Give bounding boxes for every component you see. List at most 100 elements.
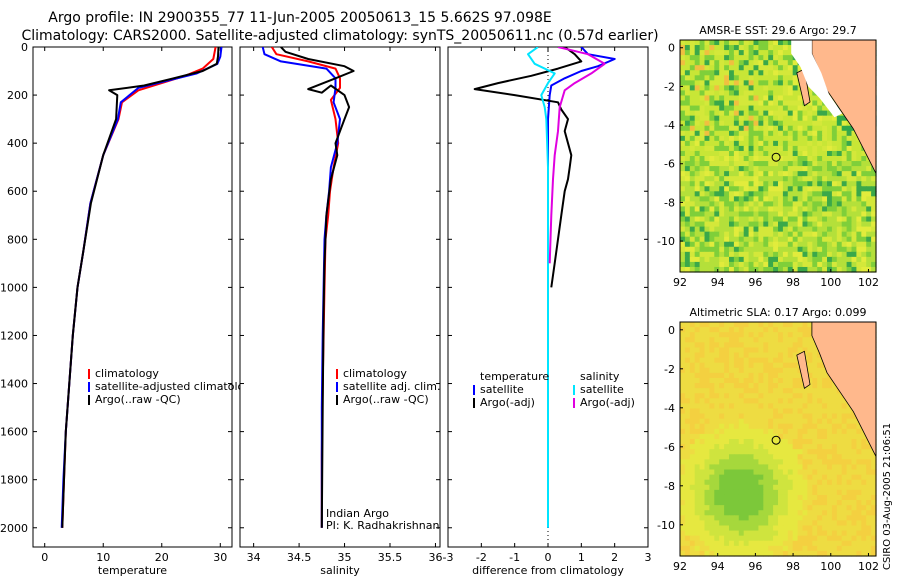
sst-pixel xyxy=(807,231,813,238)
sst-pixel xyxy=(748,261,755,268)
sla-pixel xyxy=(733,530,740,537)
sst-pixel xyxy=(787,150,794,157)
sst-pixel xyxy=(763,216,769,223)
sla-pixel xyxy=(787,474,794,481)
sst-pixel xyxy=(719,150,725,157)
sst-pixel xyxy=(773,140,779,147)
sla-pixel xyxy=(758,352,764,359)
sla-pixel xyxy=(733,469,740,476)
sst-pixel xyxy=(729,150,735,157)
sla-pixel xyxy=(802,515,808,521)
sla-pixel xyxy=(704,505,710,511)
sla-pixel xyxy=(724,510,730,516)
sla-pixel xyxy=(753,352,759,359)
sla-pixel xyxy=(836,484,843,491)
sst-pixel xyxy=(792,130,799,137)
sst-pixel xyxy=(871,256,877,263)
sla-pixel xyxy=(738,459,745,466)
sla-pixel xyxy=(709,418,715,425)
sla-pixel xyxy=(719,347,725,354)
sla-pixel xyxy=(689,464,696,471)
sla-pixel xyxy=(738,479,745,486)
sla-pixel xyxy=(680,459,686,466)
sla-pixel xyxy=(866,474,872,481)
salinity-xtick-label: 34.5 xyxy=(287,551,312,564)
sst-pixel xyxy=(748,65,755,71)
sst-pixel xyxy=(792,216,799,223)
sst-pixel xyxy=(861,226,867,233)
sla-pixel xyxy=(831,505,838,511)
sst-pixel xyxy=(778,95,784,102)
sla-pixel xyxy=(709,494,715,501)
sla-pixel xyxy=(836,393,843,399)
sst-pixel xyxy=(763,100,769,107)
sla-pixel xyxy=(699,352,706,359)
sst-pixel xyxy=(684,261,691,268)
sla-pixel xyxy=(684,520,691,527)
sla-pixel xyxy=(782,393,789,399)
sst-pixel xyxy=(689,90,696,97)
sla-pixel xyxy=(709,408,715,415)
sst-pixel xyxy=(694,70,701,76)
sst-pixel xyxy=(709,50,715,56)
sla-pixel xyxy=(831,408,838,415)
sla-pixel xyxy=(792,484,799,491)
sst-pixel xyxy=(699,65,706,71)
sla-pixel xyxy=(807,505,813,511)
sla-pixel xyxy=(773,520,779,527)
sla-pixel xyxy=(792,403,799,410)
sst-pixel xyxy=(714,256,720,263)
sla-pixel xyxy=(733,439,740,445)
depth-tick-label: 1000 xyxy=(0,281,28,294)
sst-pixel xyxy=(807,241,813,248)
sst-pixel xyxy=(709,161,715,167)
sst-pixel xyxy=(831,261,838,268)
sla-pixel xyxy=(802,525,808,532)
sla-pixel xyxy=(812,459,818,466)
sst-pixel xyxy=(748,166,755,172)
sla-pixel xyxy=(782,377,789,384)
sst-pixel xyxy=(684,55,691,61)
sla-pixel xyxy=(768,337,774,343)
sla-pixel xyxy=(699,469,706,476)
sst-pixel xyxy=(812,130,818,137)
sst-pixel xyxy=(773,256,779,263)
sst-pixel xyxy=(719,266,725,273)
sla-pixel xyxy=(782,428,789,435)
sst-pixel xyxy=(836,186,843,192)
sla-pixel xyxy=(694,510,701,516)
sla-pixel xyxy=(871,525,877,532)
sla-pixel xyxy=(846,545,853,552)
sst-pixel xyxy=(802,186,808,192)
sst-pixel xyxy=(787,246,794,253)
sst-pixel xyxy=(719,226,725,233)
sst-pixel xyxy=(778,221,784,228)
sst-pixel xyxy=(709,120,715,127)
sst-pixel xyxy=(714,90,720,97)
sla-pixel xyxy=(763,357,769,364)
sst-pixel xyxy=(807,125,813,132)
sst-pixel xyxy=(689,130,696,137)
sst-pixel xyxy=(684,166,691,172)
sla-pixel xyxy=(733,454,740,460)
sla-pixel xyxy=(748,525,755,532)
sst-pixel xyxy=(851,266,857,273)
sla-pixel xyxy=(871,535,877,542)
sla-pixel xyxy=(797,459,804,466)
salinity-xtick-label: 34 xyxy=(247,551,261,564)
sst-pixel xyxy=(724,150,730,157)
sst-pixel xyxy=(856,221,862,228)
sla-pixel xyxy=(841,464,848,471)
sst-pixel xyxy=(782,261,789,268)
sla-pixel xyxy=(733,357,740,364)
sla-pixel xyxy=(841,479,848,486)
sla-pixel xyxy=(787,469,794,476)
sst-pixel xyxy=(748,236,755,243)
sst-pixel xyxy=(797,256,804,263)
sla-pixel xyxy=(846,439,853,445)
sla-pixel xyxy=(704,469,710,476)
sst-pixel xyxy=(763,191,769,197)
sst-pixel xyxy=(684,216,691,223)
sla-pixel xyxy=(822,545,828,552)
sst-pixel xyxy=(787,266,794,273)
